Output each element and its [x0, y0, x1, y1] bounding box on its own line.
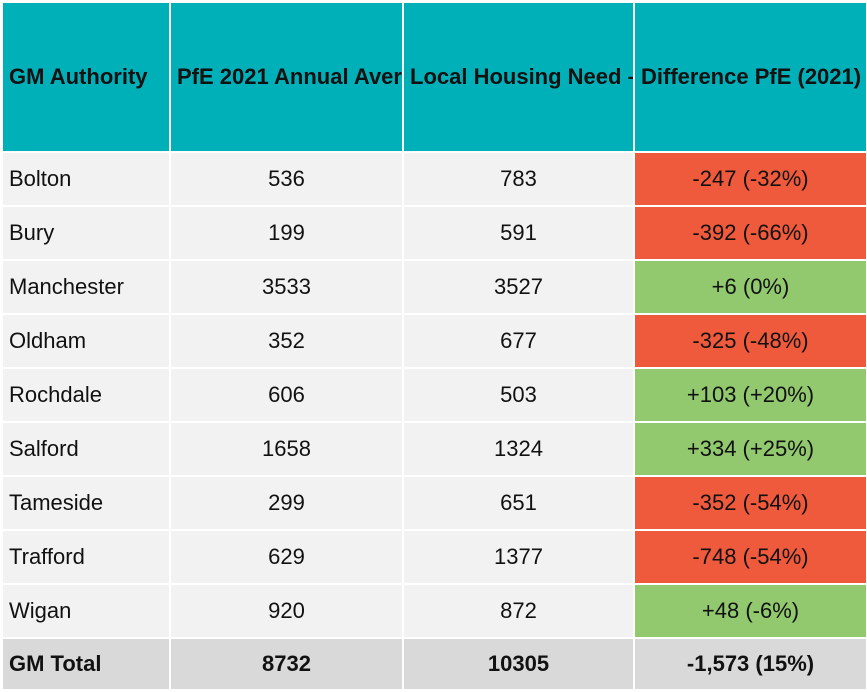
difference-cell: +103 (+20%)	[633, 367, 867, 423]
header-pfe-delivery: PfE 2021 Annual Average Delivery (2021-2…	[169, 1, 404, 153]
table-row: Trafford 629 1377 -748 (-54%)	[1, 529, 867, 585]
table-row: Bolton 536 783 -247 (-32%)	[1, 151, 867, 207]
table-row: Manchester 3533 3527 +6 (0%)	[1, 259, 867, 315]
pfe-cell: 920	[169, 583, 404, 639]
header-row: GM Authority PfE 2021 Annual Average Del…	[1, 1, 867, 153]
difference-cell: +48 (-6%)	[633, 583, 867, 639]
pfe-cell: 199	[169, 205, 404, 261]
difference-cell: -748 (-54%)	[633, 529, 867, 585]
sm2-cell: 503	[402, 367, 635, 423]
header-difference: Difference PfE (2021) vs SM2 (dpa)	[633, 1, 867, 153]
authority-cell: Trafford	[1, 529, 171, 585]
table-row: Bury 199 591 -392 (-66%)	[1, 205, 867, 261]
header-local-housing-need: Local Housing Need – 2021 Standard Metho…	[402, 1, 635, 153]
difference-cell: +334 (+25%)	[633, 421, 867, 477]
total-label: GM Total	[1, 637, 171, 691]
total-sm2: 10305	[402, 637, 635, 691]
sm2-cell: 1324	[402, 421, 635, 477]
pfe-cell: 1658	[169, 421, 404, 477]
pfe-cell: 536	[169, 151, 404, 207]
table-row: Rochdale 606 503 +103 (+20%)	[1, 367, 867, 423]
table-row: Tameside 299 651 -352 (-54%)	[1, 475, 867, 531]
authority-cell: Salford	[1, 421, 171, 477]
pfe-cell: 3533	[169, 259, 404, 315]
total-row: GM Total 8732 10305 -1,573 (15%)	[1, 637, 867, 691]
authority-cell: Manchester	[1, 259, 171, 315]
table-row: Oldham 352 677 -325 (-48%)	[1, 313, 867, 369]
sm2-cell: 872	[402, 583, 635, 639]
table-body: Bolton 536 783 -247 (-32%) Bury 199 591 …	[1, 151, 867, 691]
difference-cell: -352 (-54%)	[633, 475, 867, 531]
pfe-cell: 352	[169, 313, 404, 369]
table-row: Wigan 920 872 +48 (-6%)	[1, 583, 867, 639]
sm2-cell: 677	[402, 313, 635, 369]
difference-cell: -325 (-48%)	[633, 313, 867, 369]
sm2-cell: 783	[402, 151, 635, 207]
table-header: GM Authority PfE 2021 Annual Average Del…	[1, 1, 867, 153]
authority-cell: Tameside	[1, 475, 171, 531]
authority-cell: Oldham	[1, 313, 171, 369]
pfe-cell: 629	[169, 529, 404, 585]
authority-cell: Bolton	[1, 151, 171, 207]
pfe-cell: 606	[169, 367, 404, 423]
header-authority: GM Authority	[1, 1, 171, 153]
authority-cell: Wigan	[1, 583, 171, 639]
difference-cell: -247 (-32%)	[633, 151, 867, 207]
sm2-cell: 3527	[402, 259, 635, 315]
table-row: Salford 1658 1324 +334 (+25%)	[1, 421, 867, 477]
difference-cell: -392 (-66%)	[633, 205, 867, 261]
total-pfe: 8732	[169, 637, 404, 691]
sm2-cell: 591	[402, 205, 635, 261]
sm2-cell: 651	[402, 475, 635, 531]
total-difference: -1,573 (15%)	[633, 637, 867, 691]
authority-cell: Bury	[1, 205, 171, 261]
pfe-cell: 299	[169, 475, 404, 531]
sm2-cell: 1377	[402, 529, 635, 585]
difference-cell: +6 (0%)	[633, 259, 867, 315]
authority-cell: Rochdale	[1, 367, 171, 423]
